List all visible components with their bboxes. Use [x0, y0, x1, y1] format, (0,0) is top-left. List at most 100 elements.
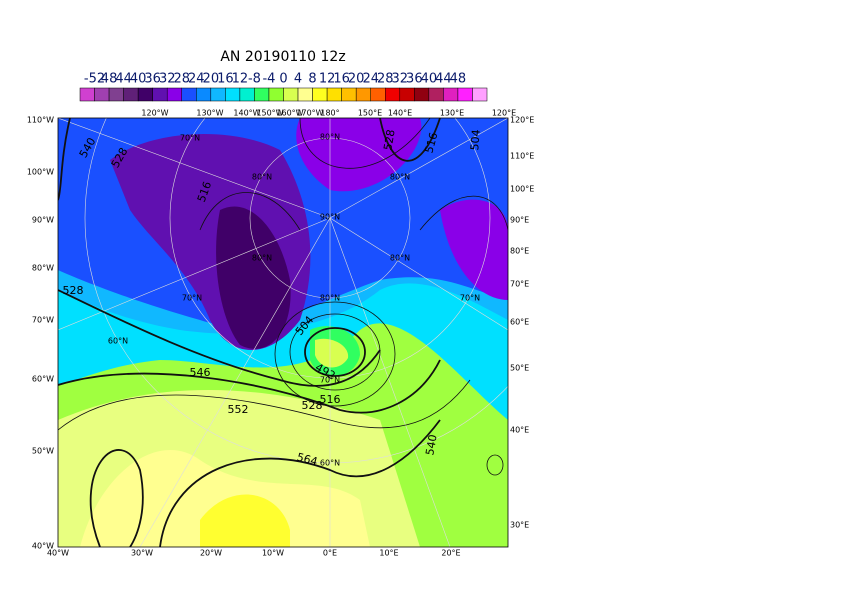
title: AN 20190110 12z — [220, 49, 345, 65]
bottom-label: 10°E — [379, 549, 398, 558]
top-label: 150°E — [358, 109, 382, 118]
contour-label: 504 — [468, 129, 483, 151]
top-label: 170°W — [296, 109, 323, 118]
top-label: 120°W — [141, 109, 168, 118]
colorbar-label: 20 — [348, 72, 365, 87]
contour-label: 528 — [302, 399, 323, 412]
colorbar-box — [239, 87, 255, 102]
map-frame — [57, 117, 509, 548]
colorbar-box — [414, 87, 430, 102]
right-label: 60°E — [510, 318, 529, 327]
colorbar-box — [196, 87, 212, 102]
colorbar-label: 44 — [435, 72, 452, 87]
right-label: 50°E — [510, 364, 529, 373]
right-label: 120°E — [510, 116, 534, 125]
left-label: 100°W — [27, 168, 54, 177]
colorbar-box — [370, 87, 386, 102]
top-label: 130°W — [196, 109, 223, 118]
top-label: 140°W — [233, 109, 260, 118]
colorbar-box — [472, 87, 488, 102]
top-label: 130°E — [440, 109, 464, 118]
colorbar-label: 24 — [362, 72, 379, 87]
colorbar-label: 40 — [421, 72, 438, 87]
grid-label: 60°N — [108, 337, 128, 346]
grid-label: 80°N — [252, 254, 272, 263]
colorbar-label: 36 — [406, 72, 423, 87]
grid-label: 70°N — [460, 294, 480, 303]
contour-label: 540 — [423, 433, 439, 456]
grid-label: 80°N — [320, 294, 340, 303]
colorbar-label: 4 — [294, 72, 302, 87]
map-field — [58, 118, 508, 547]
colorbar-box — [312, 87, 328, 102]
grid-label: 90°N — [320, 213, 340, 222]
left-label: 110°W — [27, 116, 54, 125]
colorbar-label: 16 — [217, 72, 234, 87]
bottom-label: 0°E — [323, 549, 337, 558]
contours — [58, 118, 508, 547]
colorbar-box — [428, 87, 444, 102]
right-label: 110°E — [510, 152, 534, 161]
colorbar-box — [181, 87, 197, 102]
colorbar-box — [108, 87, 124, 102]
grid-label: 80°N — [390, 173, 410, 182]
colorbar-label: 48 — [101, 72, 118, 87]
colorbar-label: 32 — [159, 72, 176, 87]
colorbar-box — [123, 87, 139, 102]
bottom-label: 20°W — [200, 549, 222, 558]
colorbar-label: -4 — [262, 72, 275, 87]
contour-label: 546 — [190, 366, 211, 379]
colorbar-box — [457, 87, 473, 102]
colorbar-box — [225, 87, 241, 102]
left-label: 50°W — [32, 447, 54, 456]
colorbar-box — [283, 87, 299, 102]
colorbar-box — [94, 87, 110, 102]
right-label: 40°E — [510, 426, 529, 435]
colorbar-label: 32 — [392, 72, 409, 87]
bottom-label: 30°W — [131, 549, 153, 558]
colorbar-label: 28 — [173, 72, 190, 87]
colorbar-label: 8 — [308, 72, 316, 87]
colorbar-box — [385, 87, 401, 102]
colorbar-box — [355, 87, 371, 102]
bottom-label: 40°W — [47, 549, 69, 558]
colorbar-label: -52 — [84, 72, 105, 87]
left-label: 70°W — [32, 316, 54, 325]
top-label: 150°W — [256, 109, 283, 118]
right-label: 90°E — [510, 216, 529, 225]
colorbar-box — [297, 87, 313, 102]
colorbar-box — [79, 87, 95, 102]
colorbar-label: 36 — [144, 72, 161, 87]
right-label: 70°E — [510, 280, 529, 289]
bottom-label: 10°W — [262, 549, 284, 558]
bottom-label: 20°E — [441, 549, 460, 558]
top-label: 140°E — [388, 109, 412, 118]
colorbar-label: 12 — [319, 72, 336, 87]
colorbar-box — [166, 87, 182, 102]
colorbar-box — [399, 87, 415, 102]
left-label: 60°W — [32, 375, 54, 384]
colorbar-box — [254, 87, 270, 102]
contour-label: 552 — [228, 403, 249, 416]
colorbar-label: 24 — [188, 72, 205, 87]
colorbar-label: 0 — [279, 72, 287, 87]
colorbar-label: 12 — [232, 72, 249, 87]
colorbar-label: 48 — [450, 72, 467, 87]
left-label: 90°W — [32, 216, 54, 225]
contour-label: 528 — [381, 128, 397, 151]
colorbar-label: 44 — [115, 72, 132, 87]
colorbar-label: -8 — [248, 72, 261, 87]
grid-label: 70°N — [320, 376, 340, 385]
contour-label: 516 — [320, 393, 341, 406]
colorbar-box — [137, 87, 153, 102]
contour-label: 516 — [423, 131, 441, 155]
colorbar-label: 40 — [130, 72, 147, 87]
colorbar-label: 16 — [333, 72, 350, 87]
colorbar-box — [443, 87, 459, 102]
contour-label: 564 — [295, 451, 319, 469]
grid-label: 80°N — [320, 133, 340, 142]
top-label: 180° — [320, 109, 339, 118]
contour-label: 528 — [63, 284, 84, 297]
